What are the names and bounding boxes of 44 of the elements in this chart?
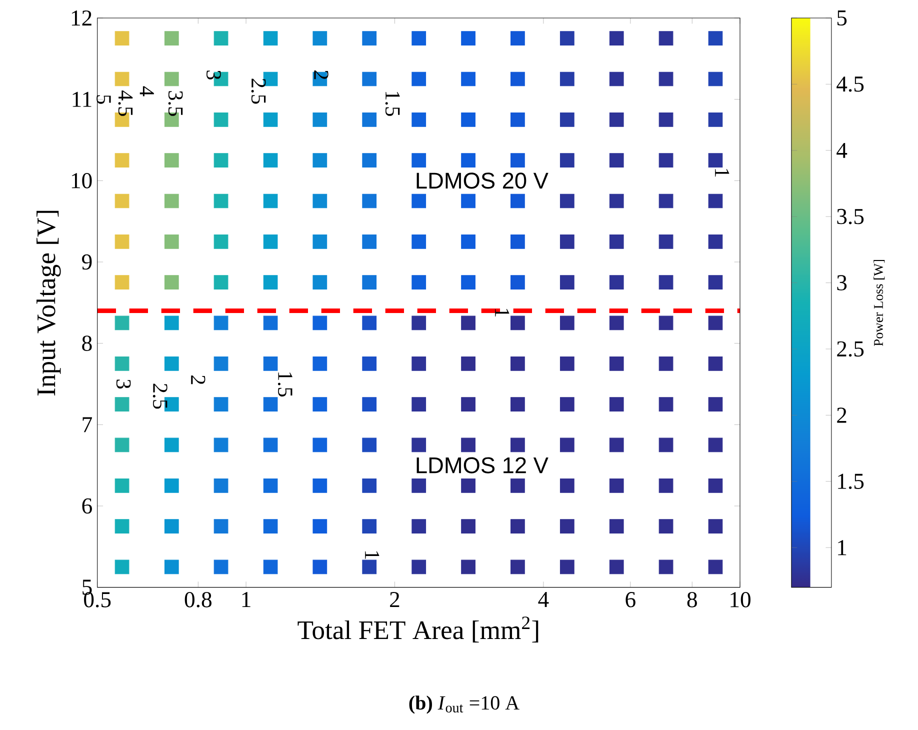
x-tick-label: 2: [390, 592, 400, 608]
color-bar-label: 2: [837, 408, 846, 423]
y-tick-label: 11: [72, 92, 92, 107]
color-bar-label: 3: [837, 275, 847, 290]
y-axis-title: Input Voltage [V]: [36, 210, 61, 396]
x-tick-label: 4: [538, 592, 549, 607]
color-bar-label: 4.5: [836, 76, 864, 92]
color-bar-label: 1: [838, 540, 846, 556]
color-bar-title: Power Loss [W]: [874, 260, 885, 346]
annotation: 3: [116, 380, 131, 388]
annotation: 3: [206, 70, 221, 80]
color-bar-label: 5: [837, 10, 847, 26]
x-tick-label: 1: [242, 592, 250, 607]
y-tick-label: 8: [82, 336, 92, 351]
annotation: 4: [140, 86, 154, 96]
annotation: LDMOS 20 V: [416, 172, 548, 189]
x-tick-label: 6: [626, 592, 636, 608]
annotation: 1: [715, 169, 730, 177]
y-tick-label: 10: [72, 173, 92, 188]
x-tick-label: 8: [687, 592, 697, 608]
annotation: LDMOS 12 V: [416, 457, 548, 474]
x-tick-label: 10: [730, 592, 750, 608]
annotation: 5: [96, 95, 111, 104]
annotation: 2.5: [152, 384, 168, 409]
annotation: 1: [365, 551, 380, 559]
annotation: 3.5: [168, 91, 183, 116]
y-tick-label: 9: [82, 254, 92, 270]
annotation: 2.5: [251, 78, 266, 104]
color-bar-label: 4: [836, 142, 848, 158]
annotation: 1.5: [385, 92, 400, 116]
annotation: 4.5: [118, 90, 133, 116]
color-bar-label: 3.5: [837, 208, 864, 224]
annotation: 2: [191, 376, 206, 384]
y-tick-label: 12: [72, 10, 92, 26]
annotation: 1: [495, 308, 510, 316]
x-axis-title: Total FET Area [mm$^{2}$]: [298, 616, 538, 643]
y-tick-label: 7: [82, 417, 92, 432]
annotation: 2: [314, 70, 328, 80]
color-bar-label: 1.5: [838, 474, 864, 490]
color-bar-label: 2.5: [837, 341, 864, 357]
text: (b) I$_{out}$ =10 A: [409, 696, 520, 714]
x-tick-label: 0.8: [184, 592, 212, 608]
y-tick-label: 6: [82, 498, 92, 514]
annotation: 1.5: [278, 372, 292, 396]
